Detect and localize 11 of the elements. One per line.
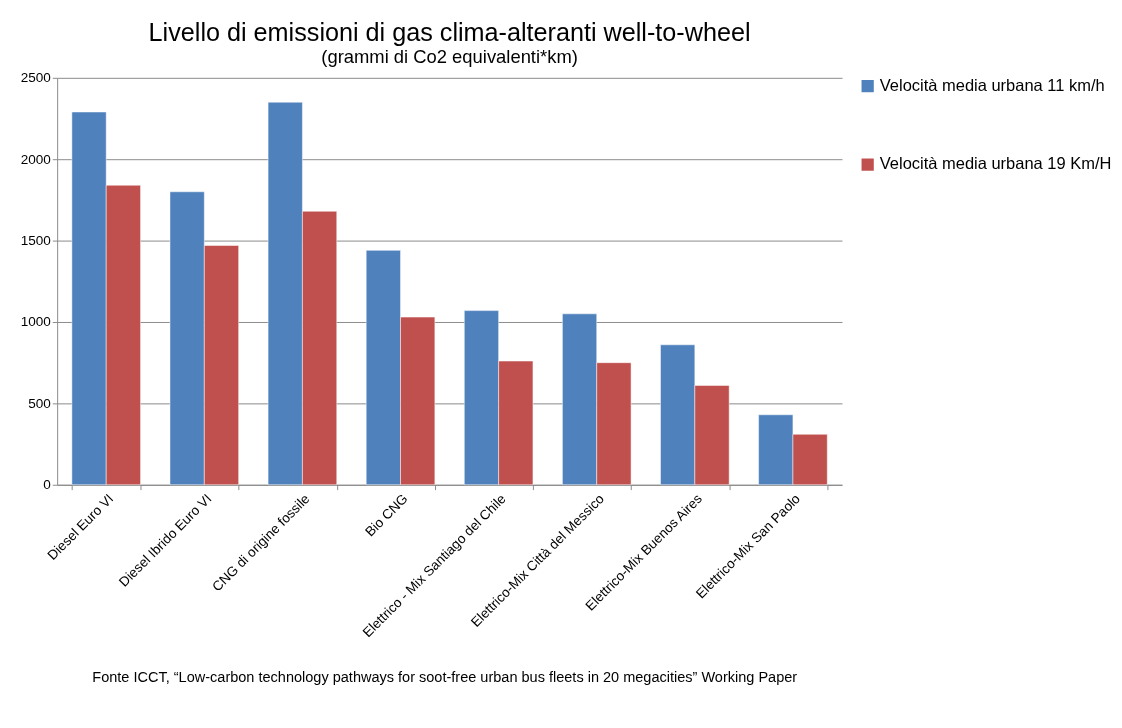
y-tick-label: 2500 <box>20 70 51 86</box>
chart-title: Livello di emissioni di gas clima-alteranti well-to-wheel <box>148 18 751 47</box>
legend-label: Velocità media urbana 11 km/h <box>879 75 1105 94</box>
source-note: Fonte ICCT, “Low-carbon technology pathways for soot-free urban bus fleets in 20 megacities” Working Paper <box>92 669 798 686</box>
legend-label: Velocità media urbana 19 Km/H <box>879 154 1112 173</box>
y-tick-label: 1500 <box>20 232 51 248</box>
chart-subtitle: (grammi di Co2 equivalenti*km) <box>321 46 578 68</box>
y-tick-label: 500 <box>28 395 51 411</box>
y-tick-label: 1000 <box>20 314 51 330</box>
y-tick-label: 0 <box>43 477 51 493</box>
y-tick-label: 2000 <box>20 151 51 167</box>
